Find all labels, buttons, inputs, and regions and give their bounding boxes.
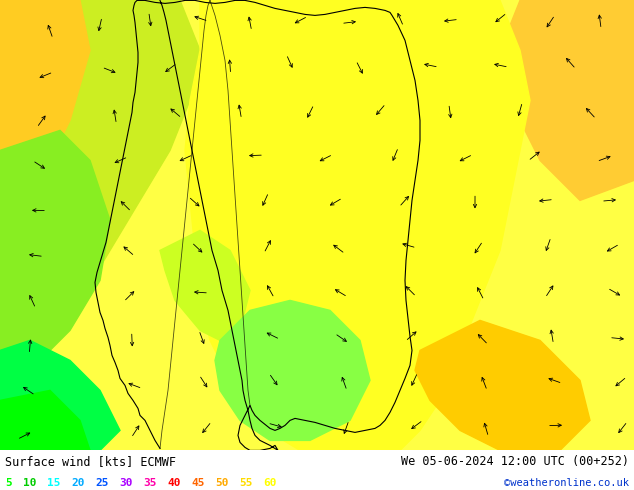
Polygon shape <box>0 0 200 450</box>
Text: We 05-06-2024 12:00 UTC (00+252): We 05-06-2024 12:00 UTC (00+252) <box>401 455 629 468</box>
Polygon shape <box>0 341 120 450</box>
Text: 40: 40 <box>167 478 181 488</box>
Polygon shape <box>500 0 634 200</box>
Text: 50: 50 <box>216 478 229 488</box>
Polygon shape <box>415 320 590 450</box>
Text: 30: 30 <box>119 478 133 488</box>
Text: ©weatheronline.co.uk: ©weatheronline.co.uk <box>504 478 629 488</box>
Polygon shape <box>215 300 370 441</box>
Text: 45: 45 <box>191 478 205 488</box>
Text: 10: 10 <box>23 478 36 488</box>
Polygon shape <box>0 130 110 380</box>
Text: 15: 15 <box>47 478 60 488</box>
Text: 55: 55 <box>240 478 253 488</box>
Text: 60: 60 <box>264 478 277 488</box>
Text: 25: 25 <box>95 478 108 488</box>
Polygon shape <box>0 391 90 450</box>
Text: 35: 35 <box>143 478 157 488</box>
Polygon shape <box>185 0 530 450</box>
Polygon shape <box>0 0 90 200</box>
Text: 20: 20 <box>71 478 84 488</box>
Text: Surface wind [kts] ECMWF: Surface wind [kts] ECMWF <box>5 455 176 468</box>
Polygon shape <box>160 230 250 341</box>
Text: 5: 5 <box>5 478 12 488</box>
